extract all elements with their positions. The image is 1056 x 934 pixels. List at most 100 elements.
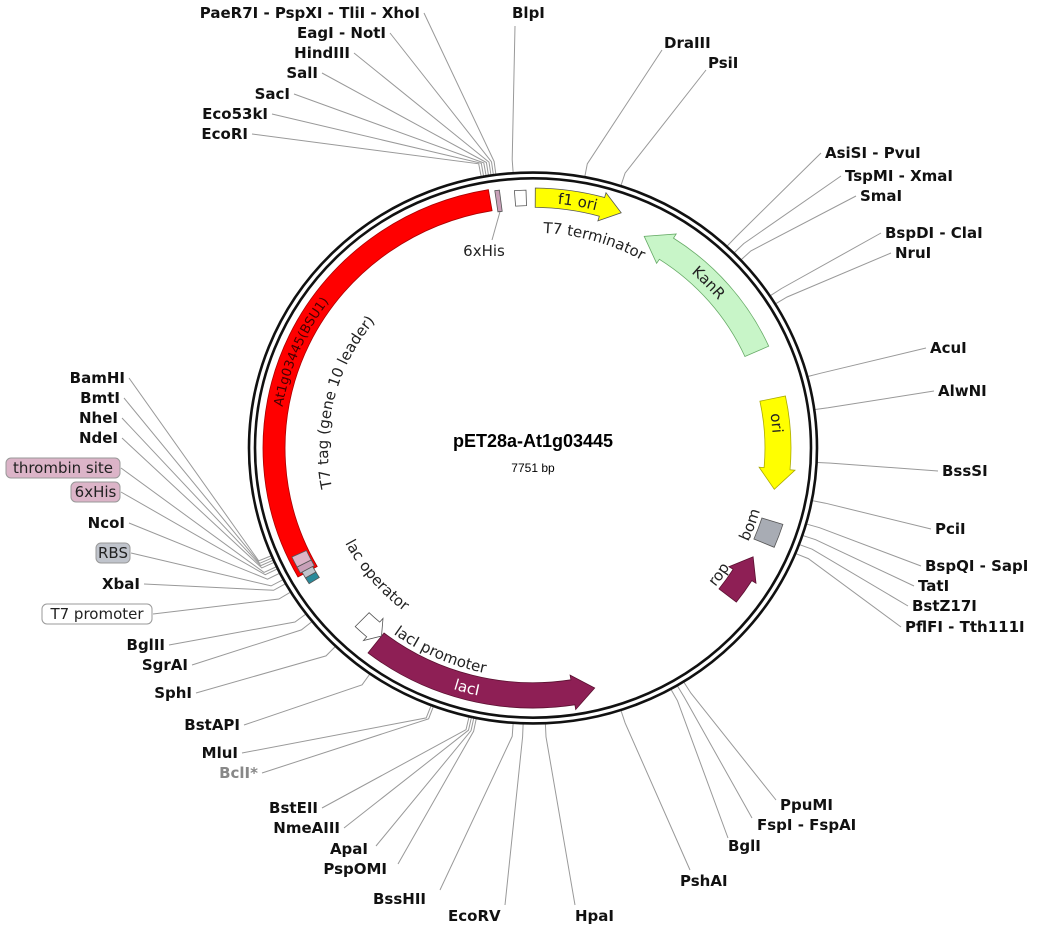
feature-label: 6xHis	[75, 483, 117, 501]
enzyme-site-label[interactable]: SmaI	[860, 187, 902, 205]
t7-terminator-box[interactable]	[513, 189, 527, 207]
feature-label: thrombin site	[13, 459, 113, 477]
enzyme-site-label[interactable]: PsiI	[708, 54, 738, 72]
feature-leader-line	[152, 591, 291, 615]
enzyme-leader-line	[353, 52, 492, 175]
feature-label-box[interactable]	[95, 542, 131, 564]
enzyme-leader-line	[439, 723, 514, 891]
enzyme-site-label[interactable]: BspQI - SapI	[925, 557, 1028, 575]
enzyme-site-label[interactable]: SgrAI	[142, 656, 188, 674]
enzyme-site-label[interactable]: BspDI - ClaI	[885, 224, 983, 242]
enzyme-site-label[interactable]: AcuI	[930, 339, 967, 357]
enzyme-site-label[interactable]: BstEII	[269, 799, 318, 817]
plasmid-size: 7751 bp	[511, 461, 555, 475]
his-tag-leader	[491, 211, 501, 241]
enzyme-site-label[interactable]: NruI	[895, 244, 931, 262]
feature-label-box[interactable]	[70, 481, 121, 503]
enzyme-site-label[interactable]: PpuMI	[780, 796, 833, 814]
enzyme-leader-line	[799, 544, 909, 607]
gene-at1g03445-arc[interactable]	[262, 189, 493, 578]
enzyme-leader-line	[191, 621, 312, 666]
enzyme-site-label[interactable]: BclI*	[219, 764, 258, 782]
enzyme-site-label[interactable]: BssHII	[373, 890, 426, 908]
enzyme-leader-line	[243, 674, 370, 726]
enzyme-leader-line	[803, 535, 915, 587]
enzyme-site-label[interactable]: EcoRI	[201, 125, 248, 143]
enzyme-site-label[interactable]: BmtI	[80, 389, 120, 407]
leader-lines	[120, 12, 939, 906]
enzyme-site-label[interactable]: TatI	[918, 577, 949, 595]
feature-label-box[interactable]	[5, 457, 121, 479]
enzyme-leader-line	[375, 718, 475, 847]
enzyme-leader-line	[544, 724, 576, 906]
enzyme-site-label[interactable]: TspMI - XmaI	[845, 167, 953, 185]
enzyme-leader-line	[195, 646, 336, 694]
kanr-arrow[interactable]	[643, 233, 770, 358]
enzyme-site-label[interactable]: HindIII	[294, 44, 350, 62]
enzyme-site-label[interactable]: BstAPI	[184, 716, 240, 734]
feature-leader-line	[120, 491, 278, 576]
enzyme-site-label[interactable]: BglI	[728, 837, 761, 855]
enzyme-site-label[interactable]: EcoRV	[448, 907, 501, 925]
enzyme-site-label[interactable]: PspOMI	[323, 860, 387, 878]
enzyme-site-label[interactable]: BamHI	[70, 369, 125, 387]
enzyme-site-label[interactable]: PshAI	[680, 872, 728, 890]
enzyme-leader-line	[321, 717, 470, 809]
t7-terminator-label: T7 terminator	[542, 219, 649, 264]
enzyme-site-label[interactable]: XbaI	[102, 575, 140, 593]
enzyme-site-label[interactable]: ApaI	[330, 840, 368, 858]
plasmid-name: pET28a-At1g03445	[453, 431, 613, 451]
enzyme-leader-line	[620, 710, 691, 871]
enzyme-leader-line	[397, 718, 477, 865]
enzyme-leader-line	[808, 347, 927, 377]
enzyme-site-label[interactable]: PflFI - Tth111I	[905, 618, 1025, 636]
enzyme-site-label[interactable]: NcoI	[88, 514, 125, 532]
lac-operator-box[interactable]	[304, 571, 320, 585]
enzyme-site-label[interactable]: AlwNI	[938, 382, 987, 400]
enzyme-site-label[interactable]: DraIII	[664, 34, 711, 52]
enzyme-leader-line	[123, 397, 272, 564]
laci-arrow[interactable]	[367, 632, 596, 711]
enzyme-leader-line	[121, 437, 274, 569]
his-tag-arc[interactable]	[494, 189, 503, 213]
rop-arrow[interactable]	[718, 556, 757, 603]
enzyme-site-label[interactable]: SphI	[154, 684, 192, 702]
ori-label: ori	[766, 412, 786, 434]
enzyme-site-label[interactable]: NmeAIII	[273, 819, 340, 837]
enzyme-leader-line	[128, 377, 271, 562]
feature-label-box[interactable]	[41, 603, 153, 625]
rbs-box[interactable]	[301, 565, 317, 579]
enzyme-leader-line	[812, 500, 932, 530]
enzyme-site-label[interactable]: AsiSI - PvuI	[825, 144, 921, 162]
lac-operator-label: lac operator	[342, 536, 414, 615]
enzyme-site-label[interactable]: EagI - NotI	[297, 24, 386, 42]
thrombin-site-box[interactable]	[291, 549, 312, 568]
enzyme-site-label[interactable]: BssSI	[942, 462, 988, 480]
enzyme-site-label[interactable]: BlpI	[512, 4, 545, 22]
f1-ori-arrow[interactable]	[534, 187, 622, 222]
enzyme-site-label[interactable]: FspI - FspAI	[757, 816, 856, 834]
enzyme-leader-line	[806, 523, 922, 567]
enzyme-site-label[interactable]: MluI	[202, 744, 238, 762]
enzyme-site-label[interactable]: NdeI	[79, 429, 118, 447]
enzyme-leader-line	[504, 724, 524, 906]
his-tag-box-left[interactable]	[296, 559, 315, 574]
enzyme-site-label[interactable]: SalI	[286, 64, 318, 82]
enzyme-leader-line	[741, 195, 857, 260]
enzyme-site-label[interactable]: PaeR7I - PspXI - TliI - XhoI	[200, 4, 420, 22]
enzyme-leader-line	[683, 682, 777, 801]
enzyme-site-label[interactable]: HpaI	[575, 907, 614, 925]
enzyme-site-label[interactable]: NheI	[79, 409, 118, 427]
enzyme-site-label[interactable]: BglII	[127, 636, 165, 654]
enzyme-site-label[interactable]: Eco53kI	[202, 105, 268, 123]
ori-arrow[interactable]	[758, 395, 796, 490]
enzyme-site-label[interactable]: PciI	[935, 520, 966, 538]
laci-promoter-arrow[interactable]	[354, 612, 384, 642]
enzyme-leader-line	[584, 49, 663, 177]
enzyme-leader-line	[677, 685, 753, 819]
enzyme-site-label[interactable]: BstZ17I	[912, 597, 977, 615]
backbone-line	[253, 177, 813, 719]
enzyme-site-label[interactable]: SacI	[255, 85, 290, 103]
bom-box[interactable]	[753, 517, 784, 548]
enzyme-leader-line	[770, 232, 882, 296]
